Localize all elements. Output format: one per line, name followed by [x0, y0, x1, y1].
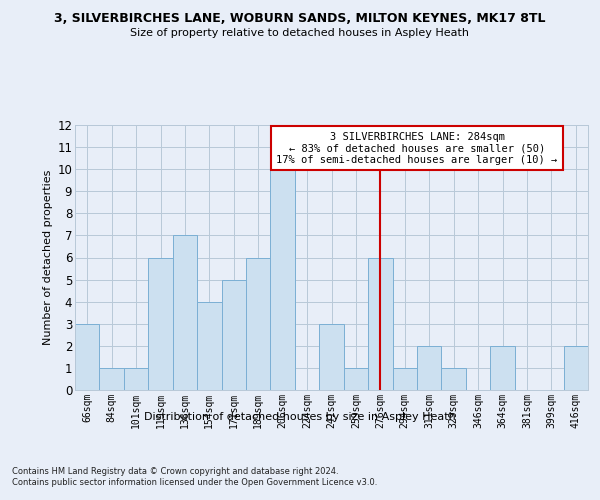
Y-axis label: Number of detached properties: Number of detached properties	[43, 170, 53, 345]
Text: Size of property relative to detached houses in Aspley Heath: Size of property relative to detached ho…	[131, 28, 470, 38]
Bar	[319, 324, 344, 390]
Bar	[344, 368, 368, 390]
Text: 3 SILVERBIRCHES LANE: 284sqm
← 83% of detached houses are smaller (50)
17% of se: 3 SILVERBIRCHES LANE: 284sqm ← 83% of de…	[277, 132, 557, 165]
Bar	[368, 258, 392, 390]
Bar	[271, 169, 295, 390]
Bar	[124, 368, 148, 390]
Bar	[75, 324, 100, 390]
Text: Distribution of detached houses by size in Aspley Heath: Distribution of detached houses by size …	[144, 412, 456, 422]
Bar	[563, 346, 588, 390]
Bar	[100, 368, 124, 390]
Bar	[490, 346, 515, 390]
Text: Contains HM Land Registry data © Crown copyright and database right 2024.
Contai: Contains HM Land Registry data © Crown c…	[12, 468, 377, 487]
Bar	[221, 280, 246, 390]
Bar	[442, 368, 466, 390]
Bar	[148, 258, 173, 390]
Bar	[392, 368, 417, 390]
Bar	[246, 258, 271, 390]
Text: 3, SILVERBIRCHES LANE, WOBURN SANDS, MILTON KEYNES, MK17 8TL: 3, SILVERBIRCHES LANE, WOBURN SANDS, MIL…	[54, 12, 546, 26]
Bar	[197, 302, 221, 390]
Bar	[173, 236, 197, 390]
Bar	[417, 346, 442, 390]
